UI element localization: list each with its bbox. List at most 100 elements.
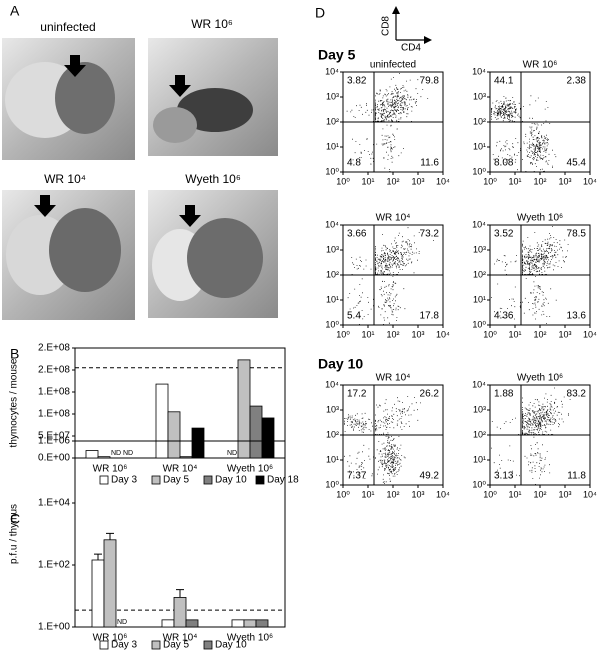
event-cloud — [524, 436, 551, 485]
quadrant-label: 11.6 — [420, 158, 439, 169]
x-tick-label: 10⁴ — [436, 329, 450, 339]
event-cloud — [522, 95, 549, 122]
event-cloud — [351, 256, 372, 275]
y-tick-label: 10³ — [326, 244, 339, 254]
y-tick-label: 10¹ — [473, 454, 486, 464]
error-bar — [94, 553, 102, 560]
photo — [148, 190, 278, 318]
quadrant-label: 45.4 — [567, 158, 587, 169]
legend-swatch — [255, 475, 265, 485]
x-tick-label: 10² — [533, 176, 546, 186]
x-tick-label: 10⁰ — [336, 489, 350, 499]
photo — [148, 38, 278, 156]
x-tick-label: 10⁰ — [483, 489, 497, 499]
y-axis-label: thymocytes / mouse — [9, 358, 20, 447]
y-tick-label: 10³ — [473, 244, 486, 254]
y-tick-label: 10¹ — [326, 141, 339, 151]
axis-icon-label: CD4 — [401, 43, 421, 54]
photo-label: WR 10⁴ — [44, 172, 86, 186]
quadrant-label: 4.36 — [494, 311, 514, 322]
quadrant-label: 44.1 — [494, 76, 514, 87]
event-cloud — [347, 278, 374, 325]
x-tick-label: 10¹ — [508, 489, 521, 499]
quadrant-label: 13.6 — [567, 311, 587, 322]
x-tick-label: Wyeth 10⁶ — [227, 633, 273, 644]
y-tick-label: 10⁰ — [472, 319, 486, 329]
x-tick-label: 10¹ — [361, 489, 374, 499]
x-tick-label: 10³ — [558, 176, 571, 186]
event-cloud — [378, 276, 406, 325]
y-tick-label: 2.E+08 — [38, 343, 70, 354]
day-label: Day 5 — [318, 47, 356, 63]
x-tick-label: 10¹ — [361, 329, 374, 339]
photo-label: Wyeth 10⁶ — [185, 172, 241, 186]
y-tick-label: 10¹ — [473, 294, 486, 304]
quadrant-label: 1.88 — [494, 389, 514, 400]
legend-swatch — [203, 640, 213, 650]
quadrant-label: 5.4 — [347, 311, 361, 322]
event-cloud — [376, 124, 404, 172]
plot-title: WR 10⁶ — [523, 60, 558, 71]
y-tick-label: 10² — [473, 116, 486, 126]
arrowhead — [392, 6, 400, 14]
x-tick-label: 10³ — [411, 329, 424, 339]
y-tick-label: 10¹ — [326, 294, 339, 304]
photo — [2, 38, 135, 160]
error-bar — [106, 532, 114, 540]
y-tick-label: 10² — [473, 429, 486, 439]
panel-label: B — [10, 346, 19, 362]
x-tick-label: 10³ — [558, 329, 571, 339]
x-tick-label: 10⁴ — [583, 329, 597, 339]
y-tick-label: 10² — [473, 269, 486, 279]
event-cloud — [491, 417, 520, 435]
y-tick-label: 10¹ — [326, 454, 339, 464]
quadrant-label: 79.8 — [420, 76, 440, 87]
legend-label: Day 18 — [267, 475, 299, 486]
bar — [161, 619, 175, 628]
y-tick-label: 10³ — [326, 404, 339, 414]
bar — [91, 559, 105, 628]
quadrant-label: 11.8 — [567, 471, 586, 482]
y-tick-label: 10⁴ — [472, 379, 486, 389]
bar — [103, 539, 117, 628]
y-tick-label: 1.E+08 — [38, 409, 70, 420]
x-tick-label: 10⁰ — [483, 329, 497, 339]
y-tick-label: 10² — [326, 116, 339, 126]
y-tick-label: 10⁰ — [325, 479, 339, 489]
quadrant-label: 78.5 — [567, 229, 587, 240]
axis-icon-label: CD8 — [381, 16, 392, 36]
event-cloud — [522, 387, 571, 435]
legend-label: Day 3 — [111, 475, 138, 486]
y-tick-label: 10⁴ — [325, 66, 339, 76]
x-tick-label: 10⁰ — [336, 329, 350, 339]
quadrant-label: 73.2 — [420, 229, 440, 240]
event-cloud — [494, 255, 517, 275]
legend-swatch — [99, 475, 109, 485]
event-cloud — [344, 412, 373, 433]
quadrant-label: 3.66 — [347, 229, 367, 240]
event-cloud — [375, 436, 406, 484]
x-tick-label: 10⁴ — [583, 176, 597, 186]
bar — [179, 456, 193, 459]
error-bar — [176, 589, 184, 598]
y-tick-label: 10³ — [473, 91, 486, 101]
x-tick-label: 10⁴ — [436, 489, 450, 499]
y-tick-label: 10² — [326, 429, 339, 439]
x-tick-label: Wyeth 10⁶ — [227, 464, 273, 475]
legend-swatch — [203, 475, 213, 485]
y-tick-label: 10⁰ — [472, 166, 486, 176]
arrowhead — [424, 36, 432, 44]
plot-title: WR 10⁴ — [376, 373, 411, 384]
plot-title: WR 10⁴ — [376, 213, 411, 224]
x-tick-label: 10¹ — [508, 329, 521, 339]
panel-label: A — [10, 3, 20, 19]
x-tick-label: 10⁰ — [336, 176, 350, 186]
y-tick-label: 1.E+04 — [38, 498, 70, 509]
event-cloud — [346, 103, 374, 122]
y-tick-label: 10⁴ — [472, 219, 486, 229]
event-cloud — [522, 123, 557, 172]
bar — [185, 619, 199, 628]
y-tick-label: 10³ — [473, 404, 486, 414]
y-tick-label: 1.E+02 — [38, 560, 70, 571]
